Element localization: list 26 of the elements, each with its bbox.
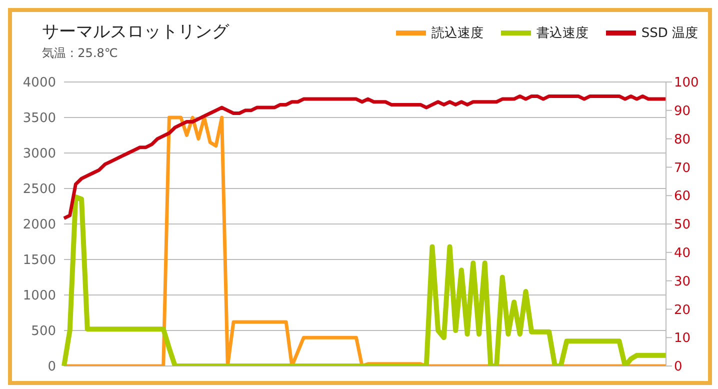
chart-title: サーマルスロットリング (42, 21, 229, 43)
y-tick-label: 2500 (22, 182, 56, 198)
y2-tick-label: 50 (674, 218, 691, 233)
y-tick-label: 1500 (22, 253, 56, 268)
legend-label: 書込速度 (535, 25, 588, 42)
y-tick-label: 2000 (22, 218, 56, 233)
y2-tick-label: 100 (674, 76, 699, 91)
y-tick-label: 3000 (22, 146, 56, 162)
y2-tick-label: 10 (674, 331, 691, 346)
legend-label: 読込速度 (430, 25, 484, 42)
y-tick-label: 500 (31, 324, 56, 340)
y2-tick-label: 20 (674, 302, 691, 318)
y-tick-label: 1000 (22, 288, 56, 304)
y2-tick-label: 0 (674, 360, 682, 375)
y2-tick-label: 60 (674, 189, 691, 204)
line-series (62, 94, 668, 220)
y2-tick-label: 40 (674, 246, 691, 262)
y2-tick-label: 80 (674, 132, 691, 148)
y-tick-label: 4000 (22, 76, 56, 91)
y2-tick-label: 30 (674, 274, 691, 290)
legend-label: SSD 温度 (640, 25, 698, 42)
y-tick-label: 0 (48, 360, 56, 375)
y-tick-label: 3500 (22, 111, 56, 126)
y2-tick-label: 70 (674, 160, 691, 176)
y2-tick-label: 90 (674, 104, 691, 120)
chart-subtitle: 気温 : 25.8℃ (42, 45, 118, 62)
